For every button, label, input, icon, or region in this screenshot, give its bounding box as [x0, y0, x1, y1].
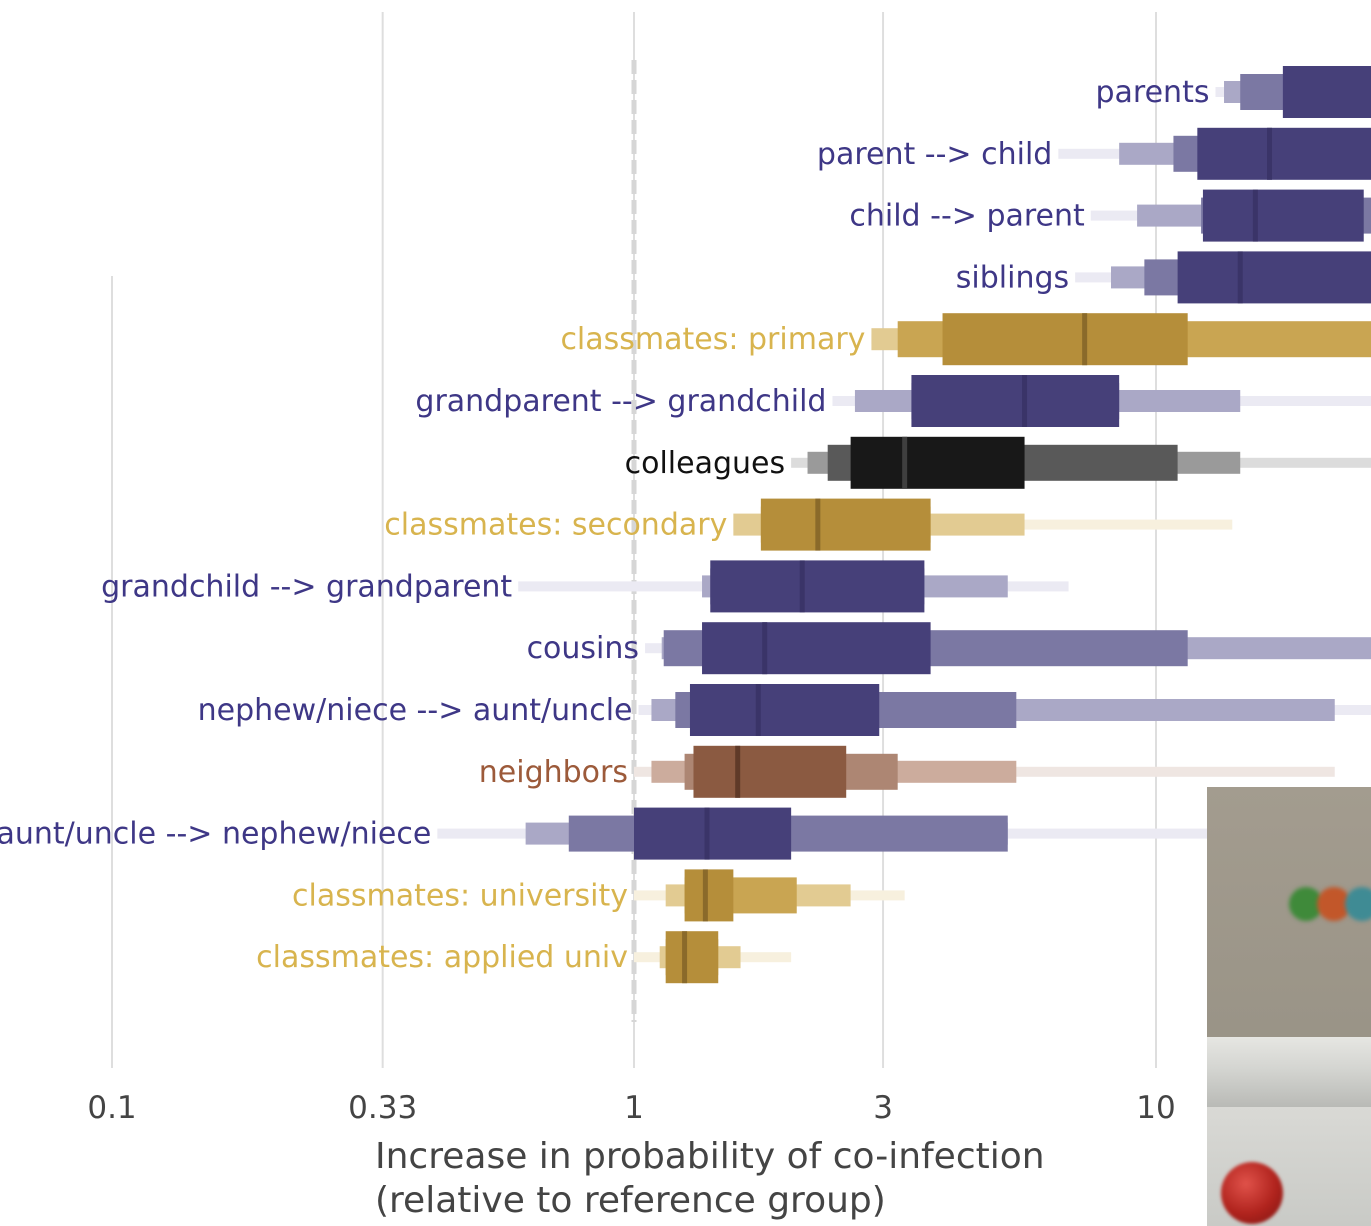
median-mark [682, 931, 688, 984]
interval-band-3 [1197, 127, 1371, 180]
category-label: aunt/uncle --> nephew/niece [0, 817, 431, 852]
row-grandparent-grandchild: grandparent --> grandchild [415, 375, 1371, 427]
x-tick-label-0.1: 0.1 [87, 1090, 136, 1126]
row-grandchild-grandparent: grandchild --> grandparent [101, 560, 1069, 613]
x-tick-label-1: 1 [624, 1090, 644, 1126]
median-mark [735, 745, 741, 798]
teal-dot [1345, 887, 1371, 921]
median-mark [815, 498, 821, 551]
interval-band-3 [634, 807, 792, 860]
row-classmates-applied-univ: classmates: applied univ [256, 931, 792, 984]
row-colleagues: colleagues [625, 436, 1371, 489]
row-neighbors: neighbors [479, 745, 1335, 798]
interval-rows: parents parent --> child child --> parent s… [0, 66, 1371, 984]
category-label: colleagues [625, 446, 786, 481]
interval-band-3 [942, 313, 1188, 366]
median-mark [704, 807, 710, 860]
interval-band-3 [665, 931, 719, 984]
median-mark [799, 560, 805, 613]
shelf [1207, 1037, 1371, 1107]
interval-band-3 [1177, 251, 1371, 304]
row-parent-child: parent --> child [817, 127, 1371, 180]
x-axis-title-line1: Increase in probability of co-infection [375, 1136, 1045, 1177]
category-label: siblings [956, 260, 1069, 295]
category-label: parents [1096, 75, 1210, 110]
interval-band-3 [689, 684, 880, 736]
category-label: grandparent --> grandchild [415, 384, 826, 419]
row-classmates-primary: classmates: primary [560, 313, 1371, 366]
interval-band-3 [684, 869, 734, 922]
interval-band-3 [1202, 189, 1364, 242]
row-nephew-niece-aunt-uncle: nephew/niece --> aunt/uncle [198, 684, 1371, 736]
median-mark [1237, 251, 1243, 304]
category-label: grandchild --> grandparent [101, 569, 512, 604]
photo-inset [1207, 787, 1371, 1226]
median-mark [762, 622, 768, 675]
x-axis-ticks: 0.10.33131030100 [87, 1090, 1175, 1126]
row-parents: parents [1096, 66, 1371, 118]
row-classmates-secondary: classmates: secondary [384, 498, 1233, 551]
interval-band-3 [760, 498, 931, 551]
category-label: classmates: university [292, 878, 628, 913]
interval-band-3 [911, 375, 1120, 427]
median-mark [1252, 189, 1258, 242]
red-ball [1221, 1162, 1283, 1224]
median-mark [902, 436, 908, 489]
category-label: nephew/niece --> aunt/uncle [198, 693, 633, 728]
row-siblings: siblings [956, 251, 1371, 304]
interval-band-3 [702, 622, 931, 675]
median-mark [755, 684, 761, 736]
x-tick-label-0.33: 0.33 [348, 1090, 417, 1126]
median-mark [1082, 313, 1088, 366]
category-label: cousins [527, 631, 639, 666]
category-label: classmates: secondary [384, 508, 727, 543]
row-cousins: cousins [527, 622, 1371, 675]
row-aunt-uncle-nephew-niece: aunt/uncle --> nephew/niece [0, 807, 1371, 860]
median-mark [1267, 127, 1273, 180]
x-axis-title-line2: (relative to reference group) [375, 1180, 886, 1221]
category-label: classmates: primary [560, 322, 865, 357]
interval-band-3 [1282, 66, 1371, 118]
x-tick-label-3: 3 [873, 1090, 893, 1126]
category-label: child --> parent [849, 199, 1085, 234]
row-classmates-university: classmates: university [292, 869, 905, 922]
interval-band-3 [850, 436, 1025, 489]
category-label: neighbors [479, 755, 628, 790]
category-label: classmates: applied univ [256, 940, 628, 975]
interval-band-3 [710, 560, 925, 613]
row-child-parent: child --> parent [849, 189, 1371, 242]
category-label: parent --> child [817, 137, 1052, 172]
median-mark [1022, 375, 1028, 427]
x-tick-label-10: 10 [1136, 1090, 1175, 1126]
median-mark [702, 869, 708, 922]
interval-band-3 [693, 745, 847, 798]
